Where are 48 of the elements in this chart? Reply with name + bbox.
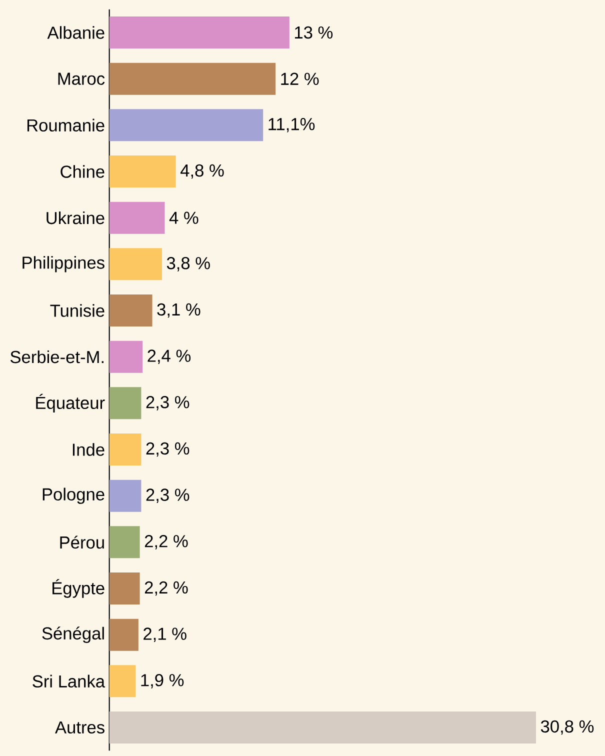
data-label: 3,1 %: [157, 303, 200, 318]
bar: [109, 248, 162, 280]
data-label: 4 %: [169, 212, 198, 224]
bar: [109, 480, 142, 512]
bar: [109, 202, 165, 234]
bar: [109, 294, 152, 327]
bar: [109, 156, 176, 188]
y-tick-label: Maroc: [58, 72, 105, 85]
data-label: 2,1 %: [144, 628, 186, 642]
y-tick-label: Sri Lanka: [32, 674, 106, 688]
data-label: 3,8 %: [166, 257, 210, 272]
y-tick-label: Égypte: [52, 579, 104, 598]
bar: [109, 572, 140, 604]
bar: [109, 526, 140, 558]
bar: [109, 665, 136, 698]
y-tick-label: Inde: [72, 443, 104, 456]
bar: [109, 109, 264, 142]
data-label: 4,8 %: [180, 164, 224, 179]
bar: [109, 434, 142, 466]
y-tick-label: Tunisie: [50, 304, 104, 317]
data-label: 2,3 %: [146, 442, 190, 457]
y-tick-label: Serbie-et-M.: [10, 350, 104, 364]
y-tick-label: Autres: [55, 721, 104, 734]
y-tick-label: Philippines: [22, 256, 104, 272]
y-tick-label: Chine: [60, 165, 104, 178]
y-tick-label: Pologne: [42, 488, 104, 504]
y-tick-label: Albanie: [47, 26, 104, 39]
bar: [109, 16, 290, 49]
y-tick-label: Roumanie: [27, 118, 104, 132]
data-label: 12 %: [281, 72, 319, 85]
bar: [109, 387, 142, 420]
data-label: 11,1%: [268, 118, 315, 132]
bar: [109, 618, 138, 651]
data-label: 2,2 %: [144, 535, 188, 550]
data-label: 2,3 %: [146, 488, 190, 503]
bar: [109, 340, 143, 373]
y-tick-label: Ukraine: [46, 211, 104, 224]
data-label: 2,2 %: [144, 581, 188, 596]
y-tick-label: Équateur: [36, 394, 105, 412]
bar: [109, 712, 536, 744]
y-tick-label: Pérou: [60, 536, 104, 549]
data-label: 1,9 %: [141, 674, 184, 688]
data-label: 2,3 %: [146, 396, 190, 410]
bar: [109, 62, 276, 95]
data-label: 30,8 %: [540, 720, 594, 735]
data-label: 13 %: [295, 26, 333, 39]
data-label: 2,4 %: [148, 350, 191, 364]
y-tick-label: Sénégal: [42, 626, 104, 644]
